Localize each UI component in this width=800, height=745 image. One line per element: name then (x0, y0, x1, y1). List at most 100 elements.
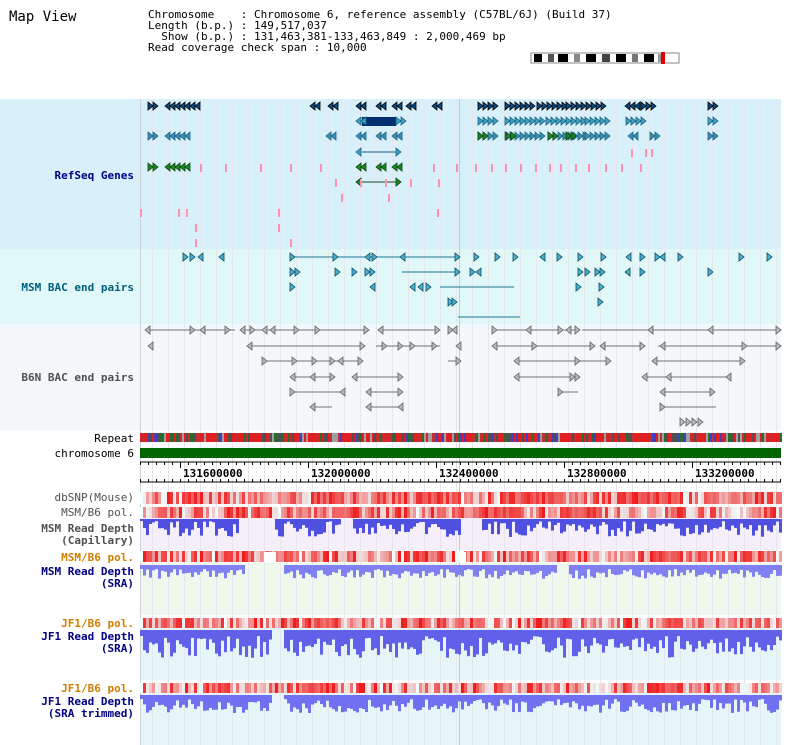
depth-bar (764, 519, 767, 526)
heat-cell (503, 492, 506, 504)
gene-arrow (570, 101, 577, 111)
depth-bar (680, 695, 683, 709)
repeat-feature (544, 433, 546, 442)
heat-cell (719, 683, 722, 693)
depth-bar (434, 630, 437, 641)
heat-cell (713, 492, 716, 504)
heat-cell (146, 618, 149, 628)
depth-bar (140, 565, 143, 570)
heat-cell (611, 551, 614, 562)
heat-cell (584, 492, 587, 504)
depth-bar (761, 630, 764, 651)
depth-bar (713, 630, 716, 643)
heat-cell (410, 492, 413, 504)
heat-cell (353, 551, 356, 562)
depth-bar (704, 519, 707, 525)
depth-bar (590, 695, 593, 707)
depth-bar (596, 695, 599, 705)
bac-end-arrow (359, 341, 366, 351)
track-label-msm-bac[interactable]: MSM BAC end pairs (21, 281, 134, 294)
gene-arrow (707, 116, 714, 126)
depth-bar (464, 695, 467, 702)
depth-bar (362, 695, 365, 710)
depth-bar (542, 565, 545, 579)
depth-bar (392, 565, 395, 575)
depth-bar (158, 565, 161, 579)
track-label-b6n-bac[interactable]: B6N BAC end pairs (21, 371, 134, 384)
repeat-feature (282, 433, 284, 442)
depth-bar (668, 565, 671, 571)
heat-cell (446, 683, 449, 693)
depth-bar (521, 695, 524, 702)
repeat-feature (442, 433, 444, 442)
heat-cell (371, 683, 374, 693)
heat-cell (659, 683, 662, 693)
bac-end-arrow (329, 372, 336, 382)
depth-bar (533, 695, 536, 709)
heat-cell (281, 507, 284, 518)
heat-cell (404, 507, 407, 518)
depth-bar (455, 630, 458, 654)
heat-cell (161, 507, 164, 518)
heat-cell (320, 683, 323, 693)
heat-cell (530, 618, 533, 628)
heat-cell (536, 683, 539, 693)
depth-bar (773, 565, 776, 571)
heat-cell (149, 507, 152, 518)
bac-end-arrow (314, 325, 321, 335)
repeat-feature (416, 433, 418, 442)
depth-bar (539, 519, 542, 522)
depth-bar (551, 695, 554, 702)
bac-end-arrow (557, 387, 564, 397)
heat-cell (617, 507, 620, 518)
heat-cell (434, 683, 437, 693)
heat-cell (257, 551, 260, 562)
repeat-feature (726, 433, 728, 442)
heat-cell (647, 683, 650, 693)
depth-bar (326, 519, 329, 523)
repeat-feature (690, 433, 692, 442)
heat-cell (239, 618, 242, 628)
pink-feature (575, 164, 577, 172)
heat-cell (692, 492, 695, 504)
track-label-refseq[interactable]: RefSeq Genes (54, 169, 134, 182)
depth-bar (500, 630, 503, 643)
repeat-feature (406, 433, 408, 442)
heat-cell (653, 551, 656, 562)
repeat-feature (320, 433, 322, 442)
repeat-feature (742, 433, 744, 442)
heat-cell (413, 492, 416, 504)
heat-cell (389, 618, 392, 628)
depth-bar (332, 695, 335, 710)
depth-bar (734, 630, 737, 655)
heat-cell (308, 551, 311, 562)
depth-bar (689, 695, 692, 710)
depth-bar (260, 695, 263, 711)
depth-bar (290, 695, 293, 712)
heat-cell (515, 683, 518, 693)
gene-arrow (505, 131, 512, 141)
heat-cell (233, 683, 236, 693)
heat-cell (737, 618, 740, 628)
chromosome-ideogram[interactable] (530, 52, 682, 64)
depth-bar (224, 565, 227, 579)
heat-cell (758, 507, 761, 518)
heat-cell (668, 507, 671, 518)
gene-arrow (556, 101, 563, 111)
depth-bar (530, 630, 533, 640)
heat-cell (275, 618, 278, 628)
heat-cell (548, 492, 551, 504)
depth-bar (368, 519, 371, 535)
pink-feature (186, 209, 188, 217)
heat-cell (332, 507, 335, 518)
heat-cell (278, 551, 281, 562)
heat-cell (677, 683, 680, 693)
heat-cell (734, 683, 737, 693)
depth-bar (713, 695, 716, 700)
gene-arrow (492, 101, 499, 111)
heat-cell (656, 618, 659, 628)
show-value: 131,463,381-133,463,849 : 2,000,469 bp (253, 30, 506, 43)
heat-cell (587, 551, 590, 562)
gene-arrow (514, 101, 521, 111)
